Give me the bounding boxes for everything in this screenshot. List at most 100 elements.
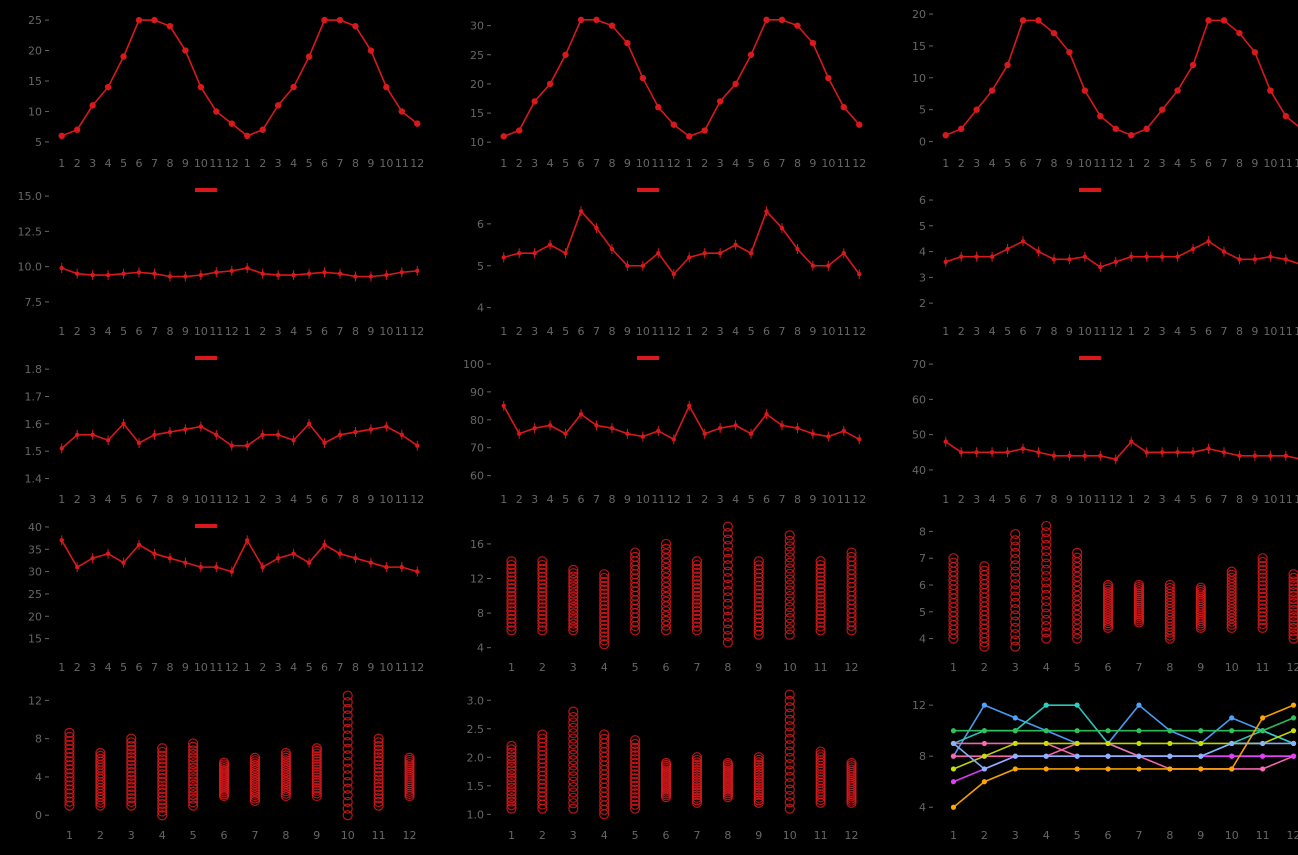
scatter-point [753,752,764,763]
x-tick-label: 9 [182,661,189,674]
data-point [214,564,219,570]
scatter-point [691,609,703,621]
scatter-point [784,695,795,706]
data-point [1229,753,1235,759]
scatter-point [373,770,384,781]
x-tick-label: 4 [290,325,297,338]
x-tick-label: 3 [275,661,282,674]
scatter-point [188,772,199,784]
scatter-point [537,594,548,605]
x-tick-label: 6 [1105,661,1112,674]
scatter-point [342,803,353,814]
x-tick-label: 11 [651,157,665,170]
x-tick-label: 6 [321,493,328,506]
y-tick-label: 30 [470,20,484,33]
chart-panel-1: 5 10 15 20 25 1 2 3 4 5 6 7 8 9 10 11 12 1 2 3 4 5 6 7 8 9 10 11 12 [8,6,433,174]
data-point [1043,766,1049,772]
scatter-point [537,770,548,781]
scatter-point [1257,595,1268,606]
x-tick-label: 6 [763,325,770,338]
scatter-point [1010,641,1021,652]
scatter-point [784,740,795,751]
scatter-point [753,613,764,624]
scatter-point [373,796,384,808]
scatter-point [1257,591,1268,603]
scatter-point [1041,570,1052,582]
scatter-point [1041,583,1052,594]
x-tick-label: 12 [225,661,239,674]
data-point [988,87,996,94]
data-point [1136,728,1142,734]
scatter-point [1010,579,1021,590]
x-tick-label: 8 [166,325,173,338]
data-point [671,437,676,442]
x-tick-label: 3 [275,493,282,506]
data-point [1229,715,1235,721]
scatter-point [342,790,353,801]
scatter-point [157,810,168,821]
x-tick-label: 4 [989,157,996,170]
scatter-point [311,748,322,759]
x-tick-label: 4 [105,493,112,506]
data-point [1159,254,1165,259]
data-point [1252,453,1258,458]
scatter-point [537,787,548,798]
x-tick-label: 11 [814,829,828,842]
scatter-point [815,556,826,567]
scatter-point [691,757,703,768]
x-tick-label: 7 [1135,829,1142,842]
data-point [1268,453,1273,458]
scatter-point [1257,615,1268,626]
data-point [1050,29,1058,37]
scatter-point [691,583,703,594]
scatter-point [568,595,579,606]
data-point [686,133,693,140]
data-point [152,551,157,556]
scatter-point [599,604,610,615]
scatter-point [1288,615,1298,626]
scatter-point [568,738,579,750]
data-point [1144,450,1149,455]
x-tick-label: 12 [852,325,866,338]
scatter-point [506,621,517,632]
data-point [213,108,220,115]
data-point [152,432,157,437]
data-point [1221,249,1227,254]
scatter-point [506,800,517,811]
data-point [687,403,692,409]
scatter-point [1288,583,1298,594]
scatter-point [691,754,703,765]
x-tick-label: 11 [1093,325,1107,338]
data-point [546,80,554,88]
scatter-point [753,772,764,783]
data-point [943,439,948,444]
scatter-point [506,583,517,594]
data-point [1051,257,1057,262]
scatter-point [64,788,75,799]
data-point [950,766,957,772]
scatter-point [64,768,75,779]
y-tick-label: 7.5 [25,296,43,309]
scatter-point [126,778,137,789]
y-tick-label: 6 [477,218,484,231]
y-tick-label: 5 [477,260,484,273]
x-tick-label: 2 [259,661,266,674]
scatter-point [599,607,610,619]
y-tick-label: 4 [919,246,926,259]
scatter-point [506,598,517,609]
x-tick-label: 4 [105,661,112,674]
x-tick-label: 3 [717,493,724,506]
scatter-point [815,749,826,760]
y-tick-label: 20 [28,610,42,623]
data-point [563,250,568,256]
scatter-point [373,740,384,752]
scatter-point [126,763,137,774]
x-tick-label: 7 [593,157,600,170]
scatter-point [126,800,137,811]
scatter-point [342,697,353,708]
x-tick-label: 3 [275,325,282,338]
scatter-point [537,563,548,575]
data-point [259,126,266,133]
scatter-point [753,584,764,595]
